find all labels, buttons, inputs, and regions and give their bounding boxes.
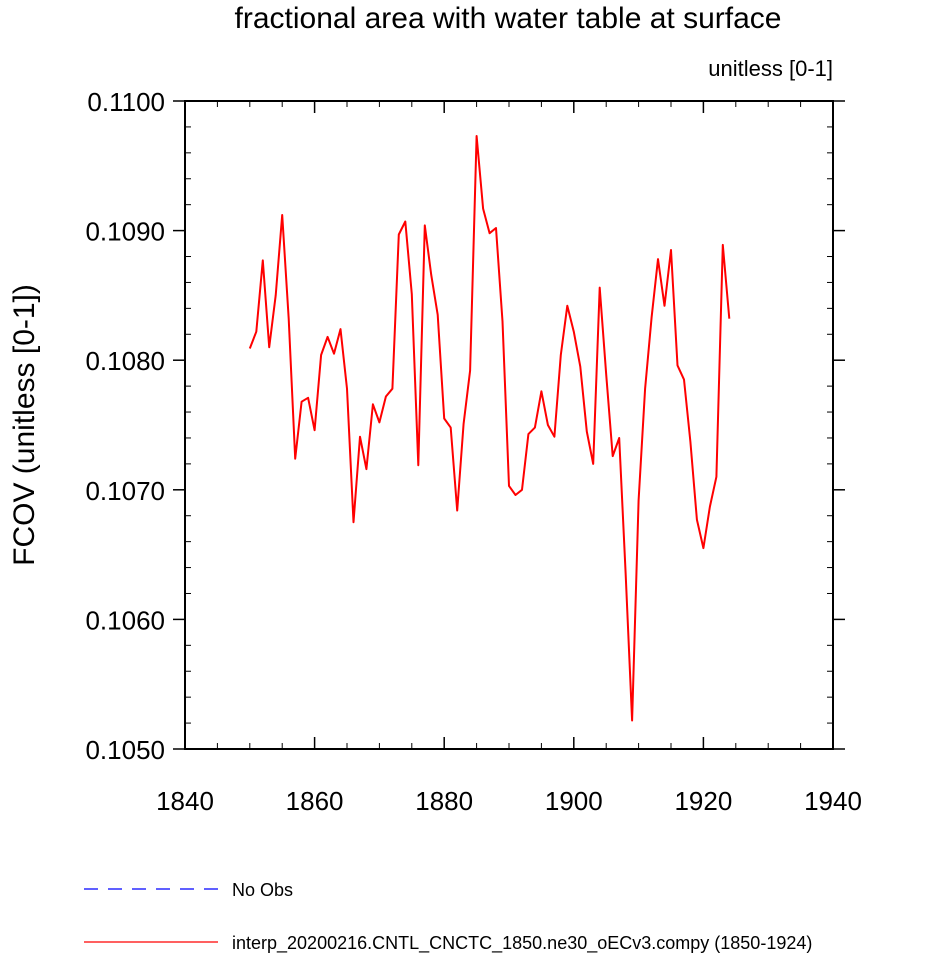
y-tick-label: 0.1090 [85, 217, 165, 247]
plot-axes: 1840 1860 1880 1900 1920 1940 0.1050 0.1060 0.10… [85, 87, 861, 816]
plot-frame [184, 100, 834, 750]
x-tick-label: 1860 [286, 786, 344, 816]
y-tick-label: 0.1070 [85, 476, 165, 506]
plot-lines [248, 135, 731, 722]
x-tick-label: 1900 [545, 786, 603, 816]
y-tick-label: 0.1050 [85, 735, 165, 765]
legend-label-model: interp_20200216.CNTL_CNCTC_1850.ne30_oEC… [232, 933, 812, 954]
x-tick-label: 1940 [804, 786, 862, 816]
legend-label-no-obs: No Obs [232, 880, 293, 900]
chart-title: fractional area with water table at surf… [235, 2, 782, 35]
series-line [248, 135, 731, 722]
y-tick-label: 0.1060 [85, 605, 165, 635]
y-tick-label: 0.1080 [85, 346, 165, 376]
units-label: unitless [0-1] [708, 56, 833, 81]
y-tick-label: 0.1100 [87, 87, 165, 117]
y-axis-label: FCOV (unitless [0-1]) [8, 284, 41, 566]
x-tick-label: 1880 [415, 786, 473, 816]
legend: No Obs interp_20200216.CNTL_CNCTC_1850.n… [84, 880, 812, 954]
x-tick-label: 1920 [674, 786, 732, 816]
x-tick-label: 1840 [156, 786, 214, 816]
